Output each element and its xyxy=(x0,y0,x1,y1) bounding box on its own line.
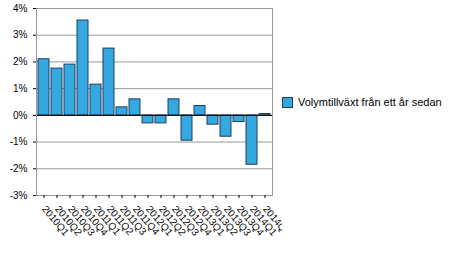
svg-text:2010Q4: 2010Q4 xyxy=(79,203,111,238)
svg-text:2014Q2: 2014Q2 xyxy=(261,203,282,238)
svg-text:2011Q3: 2011Q3 xyxy=(118,203,149,238)
html-text:Volymtillväxt från ett år seda: Volymtillväxt från ett år sedan xyxy=(298,96,442,108)
svg-text:2%: 2% xyxy=(13,56,28,67)
svg-text:1%: 1% xyxy=(13,83,28,94)
svg-text:-1%: -1% xyxy=(10,136,28,147)
svg-text:0%: 0% xyxy=(13,110,28,121)
svg-text:2013Q1: 2013Q1 xyxy=(196,203,228,238)
svg-text:2012Q2: 2012Q2 xyxy=(157,203,189,238)
svg-text:2012Q3: 2012Q3 xyxy=(170,203,202,238)
svg-text:2012Q4: 2012Q4 xyxy=(183,203,215,238)
svg-text:2011Q2: 2011Q2 xyxy=(105,203,136,238)
svg-text:2013Q3: 2013Q3 xyxy=(222,203,254,238)
svg-text:2014Q1: 2014Q1 xyxy=(248,203,280,238)
svg-text:2012Q1: 2012Q1 xyxy=(144,203,176,238)
svg-text:-3%: -3% xyxy=(10,190,28,201)
svg-text:-2%: -2% xyxy=(10,163,28,174)
svg-text:2011Q4: 2011Q4 xyxy=(131,203,162,238)
svg-text:4%: 4% xyxy=(13,3,28,14)
svg-text:2010Q2: 2010Q2 xyxy=(53,203,85,238)
svg-text:2010Q1: 2010Q1 xyxy=(40,203,72,238)
svg-text:2010Q3: 2010Q3 xyxy=(66,203,98,238)
svg-text:2013Q2: 2013Q2 xyxy=(209,203,241,238)
svg-text:2013Q4: 2013Q4 xyxy=(235,203,267,238)
svg-text:3%: 3% xyxy=(13,29,28,40)
svg-text:2011Q1: 2011Q1 xyxy=(92,203,123,238)
